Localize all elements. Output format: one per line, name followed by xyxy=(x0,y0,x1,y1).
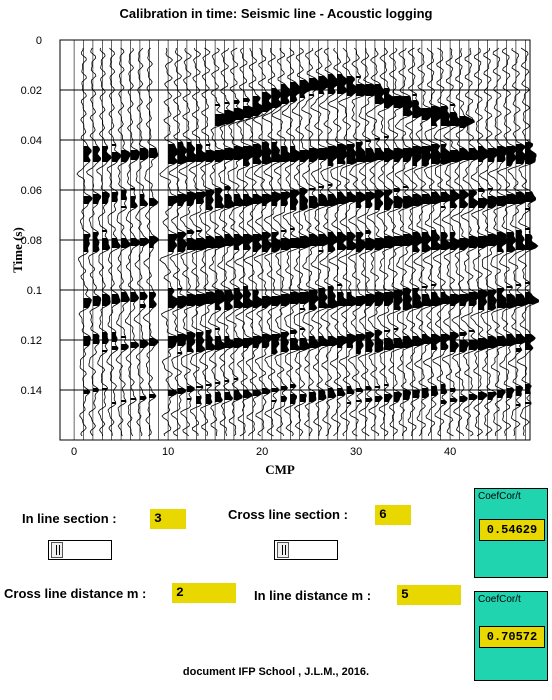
trace-fill xyxy=(468,120,484,434)
grid-lines xyxy=(60,39,530,440)
inline-section-label: In line section : xyxy=(22,511,117,526)
correlation-panel-1: CoefCor/t 0.54629 xyxy=(474,488,548,578)
x-tick-label: 40 xyxy=(444,446,456,458)
trace-fill xyxy=(83,146,93,394)
x-tick-labels: 0 10 20 30 40 xyxy=(71,446,456,458)
panel-caption: CoefCor/t xyxy=(478,594,521,605)
wiggle-traces xyxy=(76,47,540,437)
inline-distance-value[interactable]: 5 xyxy=(397,585,461,605)
trace-wiggle xyxy=(432,47,456,437)
crossline-distance-value[interactable]: 2 xyxy=(172,583,236,603)
panel-caption: CoefCor/t xyxy=(478,491,521,502)
crossline-section-slider[interactable] xyxy=(274,540,338,560)
trace-wiggle xyxy=(115,47,132,437)
trace-fill xyxy=(111,144,122,404)
trace-fill xyxy=(374,84,390,402)
inline-section-value[interactable]: 3 xyxy=(150,509,186,529)
trace-wiggle xyxy=(337,47,361,437)
y-tick-label: 0.06 xyxy=(21,185,42,197)
inline-section-slider[interactable] xyxy=(48,540,112,560)
trace-wiggle xyxy=(85,47,102,437)
crossline-section-label: Cross line section : xyxy=(228,507,348,522)
trace-wiggle xyxy=(516,47,540,437)
trace-wiggle xyxy=(159,47,182,437)
seismic-plot: 0 0.02 0.04 0.06 0.08 0.1 0.12 0.14 0 10 20 30 40 T… xyxy=(10,35,540,477)
trace-fill xyxy=(252,96,266,396)
y-tick-label: 0.04 xyxy=(21,135,42,147)
trace-fill xyxy=(224,48,238,400)
slider-thumb[interactable] xyxy=(277,542,289,558)
slider-thumb[interactable] xyxy=(51,542,63,558)
trace-wiggle xyxy=(76,47,93,437)
trace-fill xyxy=(506,94,519,426)
trace-wiggle xyxy=(496,47,519,437)
trace-wiggle xyxy=(106,47,122,437)
y-tick-label: 0.02 xyxy=(21,85,42,97)
trace-fill xyxy=(478,118,494,432)
trace-fill xyxy=(280,84,295,402)
trace-fill xyxy=(215,50,230,402)
x-axis-label: CMP xyxy=(265,462,295,477)
y-tick-label: 0 xyxy=(36,35,42,47)
trace-wiggle xyxy=(168,47,191,437)
trace-fill xyxy=(487,116,502,430)
crossline-section-value[interactable]: 6 xyxy=(375,505,411,525)
crossline-distance-label: Cross line distance m : xyxy=(4,586,147,601)
y-tick-label: 0.08 xyxy=(21,235,42,247)
trace-fill xyxy=(262,92,276,402)
correlation-value: 0.54629 xyxy=(479,519,545,541)
trace-fill xyxy=(497,96,510,428)
y-tick-label: 0.12 xyxy=(21,335,42,347)
chart-title: Calibration in time: Seismic line - Acou… xyxy=(119,6,433,21)
trace-fill xyxy=(365,84,380,402)
trace-fill xyxy=(177,58,191,394)
correlation-panel-2: CoefCor/t 0.70572 xyxy=(474,591,548,681)
inline-distance-label: In line distance m : xyxy=(254,588,372,603)
trace-fill xyxy=(412,94,427,398)
y-tick-label: 0.1 xyxy=(27,285,42,297)
trace-fill xyxy=(525,90,539,404)
trace-fill xyxy=(299,80,315,402)
trace-wiggle xyxy=(252,47,277,437)
trace-fill xyxy=(327,74,341,398)
x-tick-label: 30 xyxy=(350,446,362,458)
x-tick-label: 20 xyxy=(256,446,268,458)
trace-wiggle xyxy=(142,47,159,437)
y-axis-label: Time (s) xyxy=(10,227,25,273)
trace-fill xyxy=(290,82,306,404)
trace-fill xyxy=(102,146,112,390)
trace-wiggle xyxy=(507,47,530,437)
trace-fill xyxy=(384,88,400,402)
trace-fill xyxy=(318,76,332,400)
trace-fill xyxy=(168,60,181,396)
y-tick-labels: 0 0.02 0.04 0.06 0.08 0.1 0.12 0.14 xyxy=(21,35,42,397)
x-tick-label: 0 xyxy=(71,446,77,458)
trace-fill xyxy=(92,146,101,392)
trace-fill xyxy=(393,96,409,402)
trace-fill xyxy=(403,96,417,400)
x-tick-label: 10 xyxy=(162,446,174,458)
correlation-value: 0.70572 xyxy=(479,626,545,648)
trace-fill xyxy=(243,98,257,398)
trace-fill xyxy=(459,104,475,402)
credit-text: document IFP School , J.L.M., 2016. xyxy=(182,666,370,678)
trace-fill xyxy=(186,56,201,400)
y-tick-label: 0.14 xyxy=(21,385,42,397)
trace-fill xyxy=(271,88,285,402)
trace-fill xyxy=(346,76,361,404)
